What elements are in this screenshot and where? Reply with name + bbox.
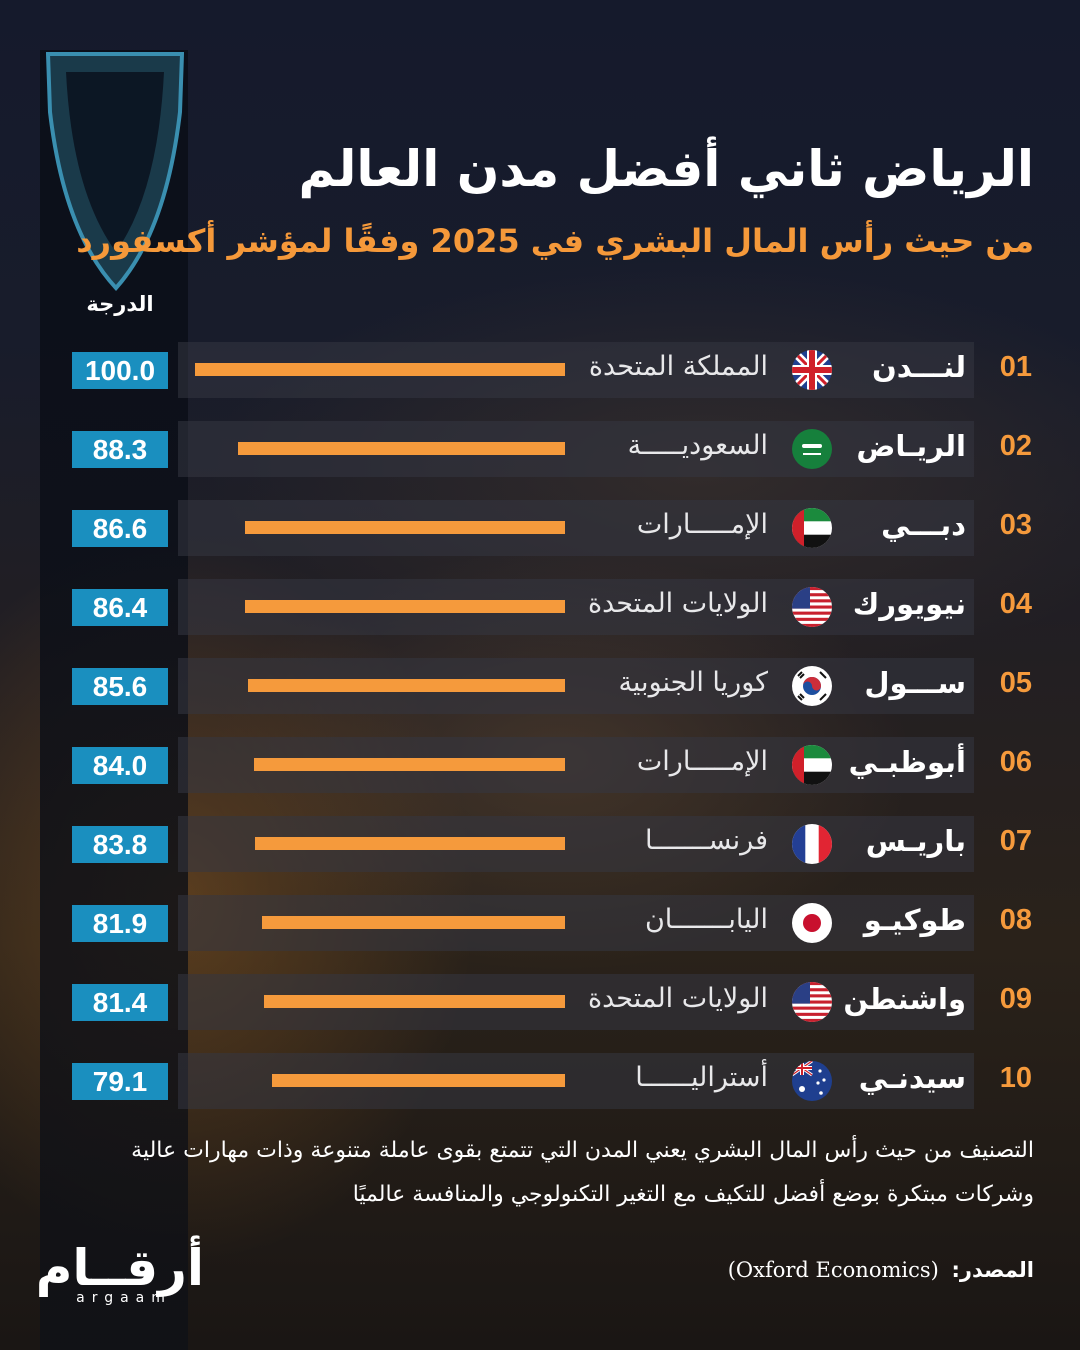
rank-label: 06 [999, 746, 1032, 778]
score-value-label: 88.3 [72, 431, 168, 468]
city-label: لنـــدن [872, 350, 966, 384]
bar [254, 758, 565, 771]
source-credit: المصدر: (Oxford Economics) [728, 1258, 1034, 1282]
country-label: الإمـــــارات [636, 509, 768, 540]
country-label: المملكة المتحدة [588, 351, 768, 382]
australia-flag-icon [792, 1061, 832, 1101]
country-label: أستراليــــــا [635, 1062, 768, 1093]
footnote-line-1: التصنيف من حيث رأس المال البشري يعني الم… [131, 1138, 1034, 1163]
rank-label: 01 [999, 351, 1032, 383]
score-value-label: 79.1 [72, 1063, 168, 1100]
bar [244, 521, 565, 534]
city-label: الريـاض [856, 429, 966, 463]
score-value-label: 84.0 [72, 747, 168, 784]
logo-arabic-text: أرقــام [35, 1239, 204, 1297]
city-label: نيويورك [852, 587, 966, 621]
country-label: السعوديـــــة [627, 430, 768, 461]
city-label: أبوظبـي [848, 745, 966, 779]
country-label: كوريا الجنوبية [618, 667, 768, 698]
score-value-label: 81.9 [72, 905, 168, 942]
country-label: الإمـــــارات [636, 746, 768, 777]
rank-label: 08 [999, 904, 1032, 936]
rank-label: 04 [999, 588, 1032, 620]
korea-flag-icon [792, 666, 832, 706]
score-column-header: الدرجة [86, 292, 154, 316]
country-label: الولايات المتحدة [587, 588, 768, 619]
city-label: واشنطن [843, 982, 966, 1016]
uk-flag-icon [792, 350, 832, 390]
kingdom-tower-icon [46, 52, 184, 291]
bar [248, 679, 565, 692]
footnote-line-2: وشركات مبتكرة بوضع أفضل للتكيف مع التغير… [352, 1182, 1034, 1207]
chart-subtitle: من حيث رأس المال البشري في 2025 وفقًا لم… [76, 222, 1034, 260]
bar [238, 442, 565, 455]
bar [261, 916, 565, 929]
uae-flag-icon [792, 508, 832, 548]
uae-flag-icon [792, 745, 832, 785]
city-label: طوكيـو [863, 903, 966, 937]
bar [195, 363, 565, 376]
country-label: اليابـــــــان [644, 904, 768, 935]
score-value-label: 86.4 [72, 589, 168, 626]
bar [254, 837, 565, 850]
rank-label: 05 [999, 667, 1032, 699]
city-label: سيدنـي [858, 1061, 966, 1095]
score-value-label: 100.0 [72, 352, 168, 389]
rank-label: 10 [999, 1062, 1032, 1094]
argaam-logo: أرقــام argaam [35, 1239, 204, 1306]
city-label: دبـــي [881, 508, 966, 542]
score-value-label: 83.8 [72, 826, 168, 863]
country-label: الولايات المتحدة [587, 983, 768, 1014]
saudi-flag-icon [792, 429, 832, 469]
rank-label: 07 [999, 825, 1032, 857]
source-value: (Oxford Economics) [727, 1258, 939, 1282]
japan-flag-icon [792, 903, 832, 943]
france-flag-icon [792, 824, 832, 864]
chart-title: الرياض ثاني أفضل مدن العالم [298, 140, 1034, 198]
score-value-label: 86.6 [72, 510, 168, 547]
score-value-label: 81.4 [72, 984, 168, 1021]
score-value-label: 85.6 [72, 668, 168, 705]
bar [245, 600, 565, 613]
rank-label: 09 [999, 983, 1032, 1015]
logo-latin-text: argaam [76, 1290, 172, 1306]
source-label: المصدر: [951, 1258, 1034, 1282]
rank-label: 02 [999, 430, 1032, 462]
city-label: ســـول [864, 666, 966, 700]
bar [263, 995, 565, 1008]
rank-label: 03 [999, 509, 1032, 541]
usa-flag-icon [792, 982, 832, 1022]
usa-flag-icon [792, 587, 832, 627]
city-label: باريـس [865, 824, 966, 858]
bar [272, 1074, 565, 1087]
country-label: فرنســـــــا [644, 825, 768, 856]
